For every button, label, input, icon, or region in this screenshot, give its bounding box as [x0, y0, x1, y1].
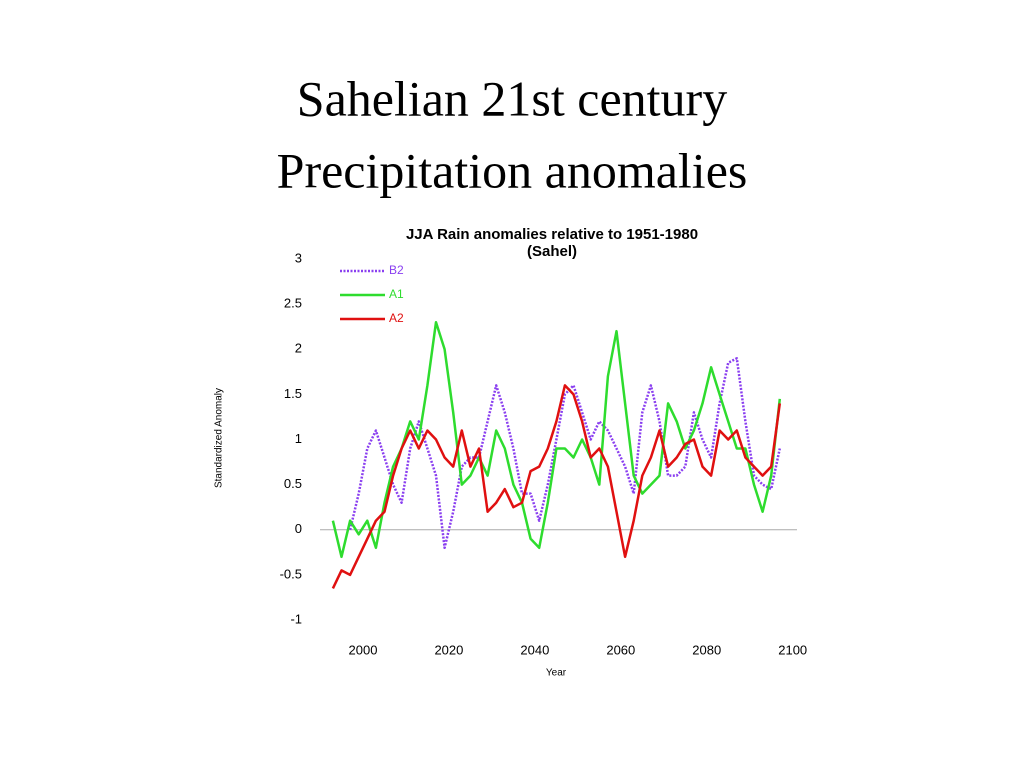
- y-tick-label: 2.5: [284, 296, 302, 311]
- y-tick-label: 1: [295, 431, 302, 446]
- y-tick-label: 0.5: [284, 476, 302, 491]
- y-tick-label: 1.5: [284, 386, 302, 401]
- legend-label: A2: [389, 311, 404, 325]
- x-tick-label: 2060: [606, 642, 635, 657]
- x-tick-label: 2000: [349, 642, 378, 657]
- y-tick-label: 0: [295, 521, 302, 536]
- chart-subtitle: (Sahel): [527, 243, 577, 260]
- series-line: [331, 384, 782, 589]
- y-tick-label: 2: [295, 341, 302, 356]
- x-tick-label: 2080: [692, 642, 721, 657]
- y-axis-label: Standardized Anomaly: [214, 388, 225, 488]
- x-tick-label: 2020: [434, 642, 463, 657]
- y-tick-label: -0.5: [280, 566, 302, 581]
- series-line: [348, 357, 782, 550]
- chart-title: JJA Rain anomalies relative to 1951-1980: [406, 226, 698, 243]
- x-tick-label: 2040: [520, 642, 549, 657]
- x-axis-label: Year: [546, 668, 567, 679]
- x-tick-label: 2100: [778, 642, 807, 657]
- y-tick-label: 3: [295, 250, 302, 265]
- slide-title-line: Precipitation anomalies: [277, 142, 748, 198]
- y-tick-label: -1: [290, 611, 302, 626]
- slide-title-line: Sahelian 21st century: [297, 70, 727, 126]
- series-line: [331, 320, 782, 559]
- legend-label: B2: [389, 263, 404, 277]
- legend-label: A1: [389, 287, 404, 301]
